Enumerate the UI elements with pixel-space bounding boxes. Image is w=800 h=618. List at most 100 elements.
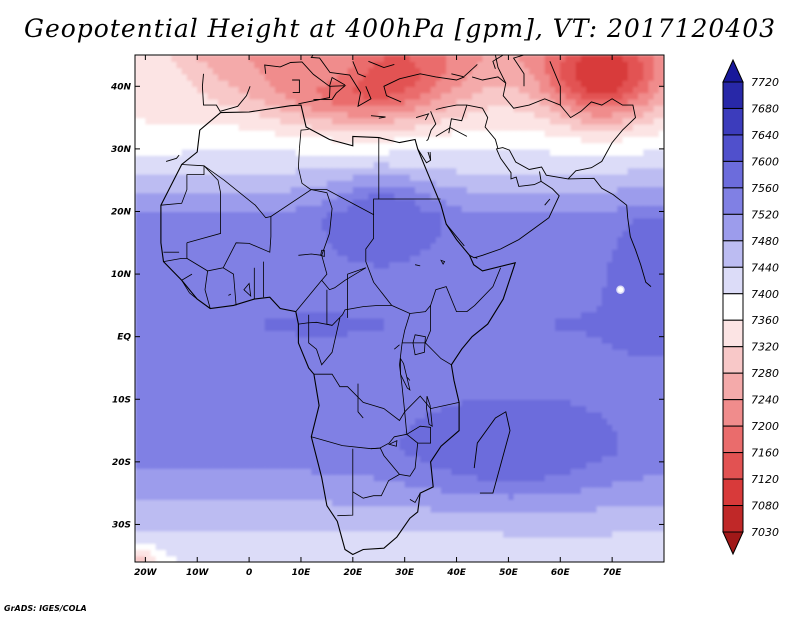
lake: [243, 282, 252, 298]
lake: [406, 377, 411, 381]
lake: [415, 264, 421, 267]
country-border: [186, 189, 333, 272]
colorbar-swatch: [722, 399, 744, 427]
coast-segment: [539, 171, 542, 182]
coast-segment: [435, 127, 468, 137]
colorbar-label: 7720: [751, 76, 779, 89]
coast-segment: [368, 60, 395, 68]
coast-segment: [352, 61, 366, 78]
country-border: [181, 273, 198, 300]
lon-tick-label: 50E: [499, 568, 519, 578]
coastlines-borders: [160, 55, 652, 556]
coast-segment: [310, 55, 372, 108]
colorbar-label: 7320: [751, 341, 779, 354]
lake: [320, 249, 325, 258]
lon-tick-label: 0: [246, 568, 252, 578]
colorbar-label: 7120: [751, 473, 779, 486]
colorbar-swatch: [722, 81, 744, 109]
lake: [440, 259, 446, 265]
colorbar-label: 7200: [751, 420, 779, 433]
coast-segment: [473, 411, 511, 494]
country-border: [204, 270, 211, 309]
lon-tick-label: 60E: [551, 568, 571, 578]
colorbar-label: 7480: [751, 235, 779, 248]
coast-segment: [445, 223, 465, 247]
lon-tick-label: 10E: [292, 568, 312, 578]
colorbar-swatch: [722, 319, 744, 348]
colorbar-top-arrow: [722, 58, 744, 83]
colorbar-label: 7640: [751, 129, 779, 142]
colorbar-swatch: [722, 346, 744, 374]
coast-segment: [165, 154, 180, 162]
country-border: [298, 253, 322, 256]
coast-segment: [463, 64, 478, 77]
coast-segment: [474, 256, 478, 259]
colorbar-label: 7280: [751, 367, 779, 380]
country-border: [298, 321, 333, 326]
country-border: [357, 383, 364, 419]
colorbar-label: 7520: [751, 208, 779, 221]
coast-segment: [370, 115, 386, 119]
lake: [387, 439, 398, 447]
coast-segment: [435, 104, 457, 110]
coast-segment: [415, 113, 430, 121]
colorbar-swatch: [722, 266, 744, 295]
coast-segment: [201, 73, 251, 112]
grads-credit: GrADS: IGES/COLA: [4, 604, 87, 613]
coast-segment: [451, 73, 465, 78]
coast-segment: [383, 73, 465, 103]
coast-segment: [549, 61, 636, 180]
country-border: [308, 314, 341, 366]
colorbar-label: 7680: [751, 102, 779, 115]
coast-segment: [427, 151, 432, 161]
country-border: [299, 129, 309, 149]
lake: [228, 293, 232, 296]
country-border: [311, 411, 408, 450]
coast-segment: [448, 104, 468, 134]
country-border: [425, 342, 452, 366]
colorbar-label: 7080: [751, 500, 779, 513]
country-border: [402, 305, 432, 344]
country-border: [163, 257, 187, 262]
colorbar-swatch: [722, 134, 744, 162]
country-border: [313, 313, 411, 422]
lon-tick-label: 20E: [343, 568, 363, 578]
colorbar-swatch: [722, 425, 744, 454]
coast-segment: [426, 111, 437, 142]
coast-segment: [471, 76, 561, 109]
colorbar-swatch: [722, 213, 744, 242]
country-border: [203, 165, 271, 219]
country-border: [297, 148, 501, 314]
lat-tick-label: 10N: [111, 270, 132, 280]
colorbar-label: 7600: [751, 155, 779, 168]
map-title: Geopotential Height at 400hPa [gpm], VT:…: [23, 14, 777, 43]
colorbar-swatch: [722, 107, 744, 136]
country-border: [222, 267, 237, 306]
lat-tick-label: 40N: [110, 82, 132, 92]
colorbar-label: 7360: [751, 314, 779, 327]
lat-tick-label: 20S: [112, 458, 131, 468]
lake: [400, 357, 411, 391]
colorbar-swatch: [722, 240, 744, 268]
lon-tick-label: 40E: [446, 568, 467, 578]
colorbar-swatch: [722, 505, 744, 533]
country-border: [295, 280, 323, 312]
colorbar-label: 7030: [751, 526, 779, 539]
lon-tick-label: 70E: [603, 568, 623, 578]
country-border: [321, 255, 367, 291]
colorbar-label: 7440: [751, 261, 779, 274]
coast-segment: [492, 55, 504, 69]
country-border: [406, 425, 432, 444]
colorbar-swatch: [722, 478, 744, 507]
country-border: [347, 267, 366, 318]
colorbar-label: 7560: [751, 182, 779, 195]
lat-tick-label: 30S: [112, 520, 131, 530]
coast-segment: [417, 148, 432, 164]
map-frame: [134, 54, 665, 563]
country-border: [404, 395, 460, 413]
lon-tick-label: 30E: [395, 568, 415, 578]
colorbar-label: 7240: [751, 394, 779, 407]
country-border: [409, 492, 421, 504]
